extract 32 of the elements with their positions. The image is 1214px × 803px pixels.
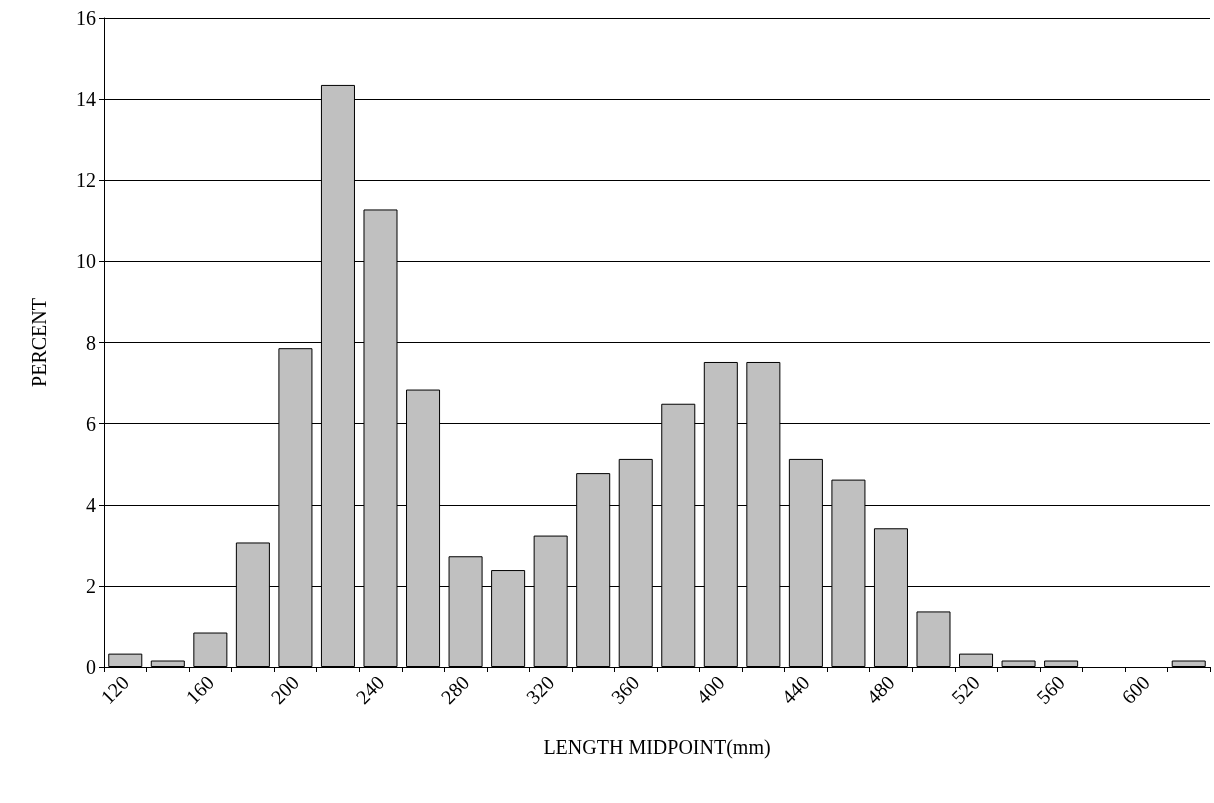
bar	[193, 632, 228, 667]
y-tick-label: 2	[86, 574, 96, 597]
bar	[916, 611, 951, 667]
bar	[1001, 660, 1036, 667]
y-tick-label: 16	[76, 7, 96, 29]
bar	[1171, 660, 1206, 667]
x-tick-label: 360	[606, 671, 644, 708]
y-tick-label: 10	[76, 250, 96, 273]
y-tick-label: 12	[76, 169, 96, 192]
bar	[150, 660, 185, 667]
bar	[108, 653, 143, 667]
x-tick-label: 520	[947, 671, 984, 708]
x-tick-label: 160	[181, 671, 219, 708]
x-tick-label: 400	[691, 671, 729, 708]
y-tick-label: 0	[86, 656, 96, 678]
x-tick-label: 280	[436, 671, 474, 708]
x-tick-label: 600	[1117, 671, 1154, 708]
x-tick-label: 320	[521, 671, 559, 708]
y-tick-label: 8	[86, 331, 96, 354]
y-tick-label: 6	[86, 412, 96, 435]
bar	[959, 653, 994, 667]
x-tick-label: 120	[96, 671, 134, 708]
x-tick-label: 480	[861, 671, 899, 708]
bar	[1044, 660, 1079, 667]
x-tick-label: 560	[1032, 671, 1069, 708]
x-tick-label: 240	[351, 671, 389, 708]
y-axis-title: PERCENT	[28, 298, 50, 387]
x-tick-label: 440	[776, 671, 814, 708]
x-axis-title: LENGTH MIDPOINT(mm)	[543, 736, 771, 759]
y-tick-label: 4	[86, 493, 96, 516]
x-tick-label: 200	[266, 671, 304, 708]
y-tick-label: 14	[76, 88, 96, 111]
